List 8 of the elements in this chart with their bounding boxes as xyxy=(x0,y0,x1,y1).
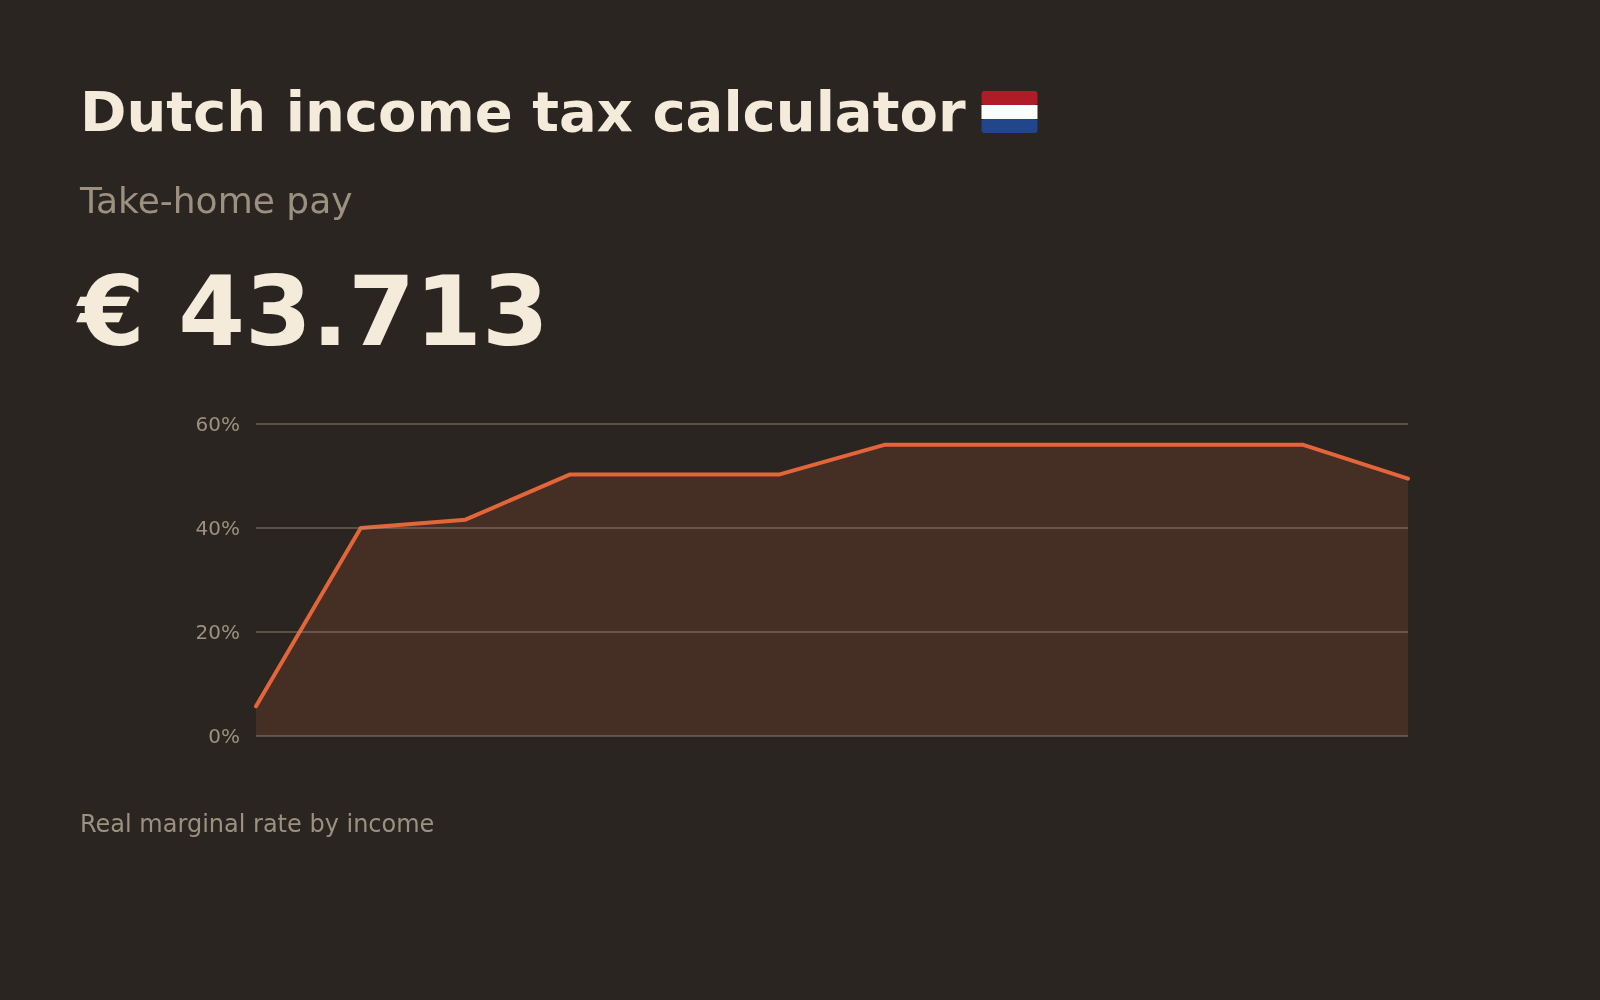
y-tick-label: 0% xyxy=(208,724,240,748)
chart-subtitle: Take-home pay xyxy=(79,180,353,221)
text: € 43.713 xyxy=(76,256,549,368)
chart-title: Dutch income tax calculator xyxy=(80,79,966,144)
y-tick-label: 60% xyxy=(195,412,240,436)
y-tick-label: 20% xyxy=(195,620,240,644)
y-tick-label: 40% xyxy=(195,516,240,540)
text: Real marginal rate by income xyxy=(80,810,435,838)
